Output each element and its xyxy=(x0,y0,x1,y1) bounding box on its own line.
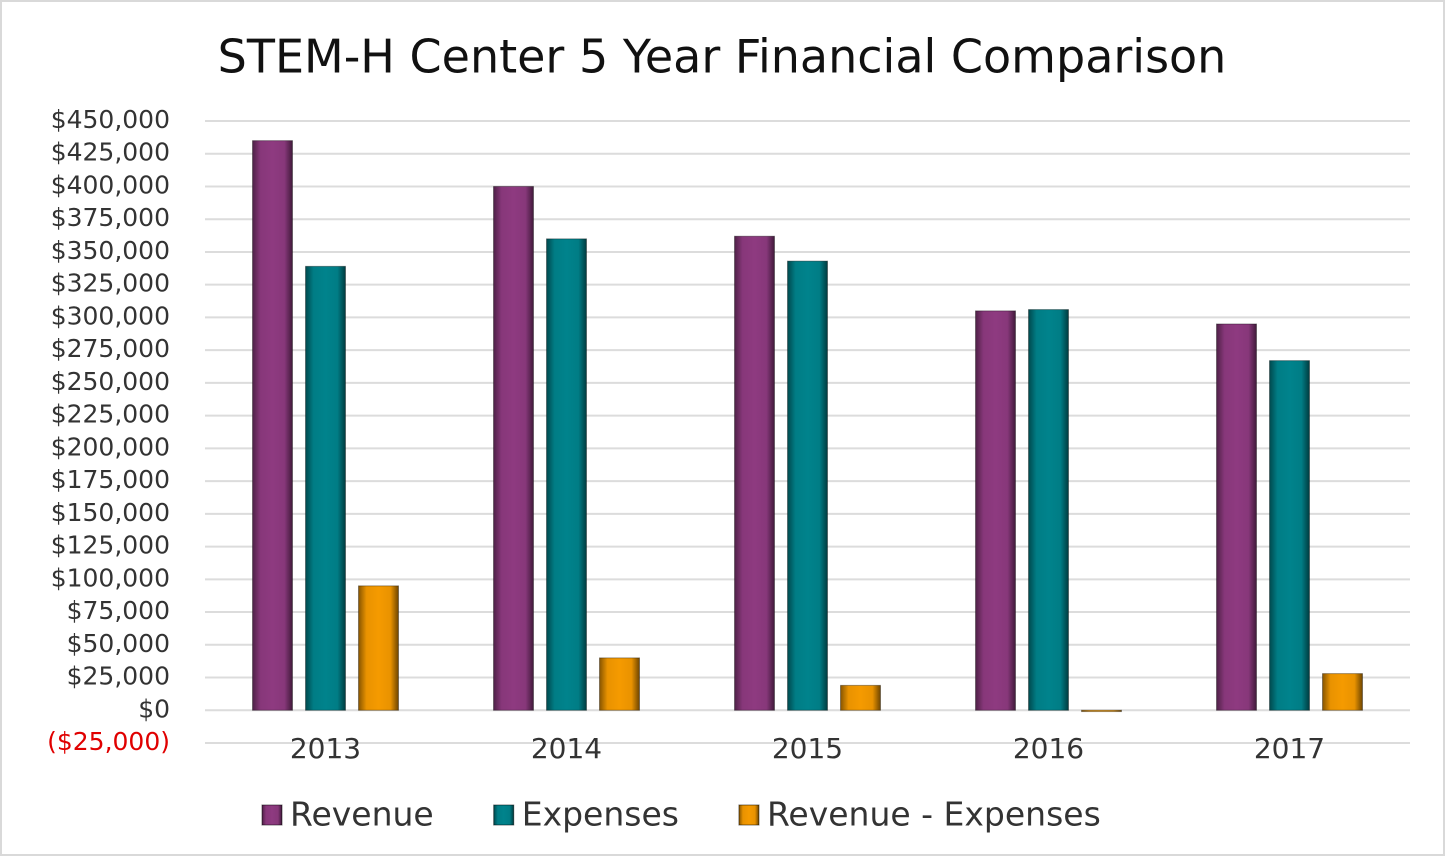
y-tick-label: $200,000 xyxy=(51,432,170,461)
y-tick-label: ($25,000) xyxy=(47,727,170,756)
x-tick-label: 2013 xyxy=(290,732,361,765)
y-tick-label: $375,000 xyxy=(51,203,170,232)
bar xyxy=(975,310,1016,711)
y-tick-label: $125,000 xyxy=(51,531,170,560)
y-tick-label: $350,000 xyxy=(51,236,170,265)
y-tick-label: $75,000 xyxy=(67,596,170,625)
bar xyxy=(1322,673,1363,711)
bar xyxy=(546,238,587,711)
bar xyxy=(734,235,775,711)
y-tick-label: $25,000 xyxy=(67,662,170,691)
y-tick-label: $400,000 xyxy=(51,170,170,199)
bar xyxy=(358,585,399,711)
y-tick-label: $275,000 xyxy=(51,334,170,363)
y-tick-label: $250,000 xyxy=(51,367,170,396)
x-tick-label: 2017 xyxy=(1254,732,1325,765)
bar xyxy=(1269,360,1310,711)
y-tick-label: $425,000 xyxy=(51,138,170,167)
y-tick-label: $300,000 xyxy=(51,301,170,330)
y-tick-label: $0 xyxy=(138,694,170,723)
y-tick-label: $225,000 xyxy=(51,400,170,429)
y-tick-label: $175,000 xyxy=(51,465,170,494)
legend-label: Revenue - Expenses xyxy=(767,795,1101,834)
bar xyxy=(1081,709,1122,713)
y-tick-label: $100,000 xyxy=(51,563,170,592)
x-tick-label: 2016 xyxy=(1013,732,1084,765)
bar xyxy=(840,684,881,711)
bar xyxy=(599,657,640,711)
y-tick-label: $325,000 xyxy=(51,269,170,298)
y-tick-label: $450,000 xyxy=(51,105,170,134)
x-tick-label: 2014 xyxy=(531,732,602,765)
y-tick-label: $50,000 xyxy=(67,629,170,658)
bar xyxy=(1216,323,1257,711)
bar xyxy=(493,185,534,711)
bar xyxy=(305,265,346,711)
bar xyxy=(1028,309,1069,711)
legend-label: Revenue xyxy=(290,795,434,834)
chart-title: STEM-H Center 5 Year Financial Compariso… xyxy=(218,30,1227,84)
x-tick-label: 2015 xyxy=(772,732,843,765)
legend-label: Expenses xyxy=(522,795,679,834)
y-tick-label: $150,000 xyxy=(51,498,170,527)
bar xyxy=(252,140,293,711)
bar xyxy=(787,260,828,711)
